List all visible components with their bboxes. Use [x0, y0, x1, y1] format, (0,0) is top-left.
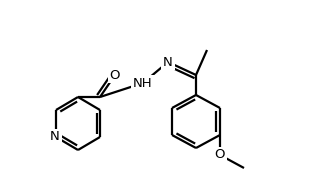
Text: O: O [110, 68, 120, 82]
Text: O: O [215, 149, 225, 162]
Text: NH: NH [133, 77, 153, 90]
Text: N: N [50, 130, 60, 144]
Text: N: N [163, 56, 173, 68]
